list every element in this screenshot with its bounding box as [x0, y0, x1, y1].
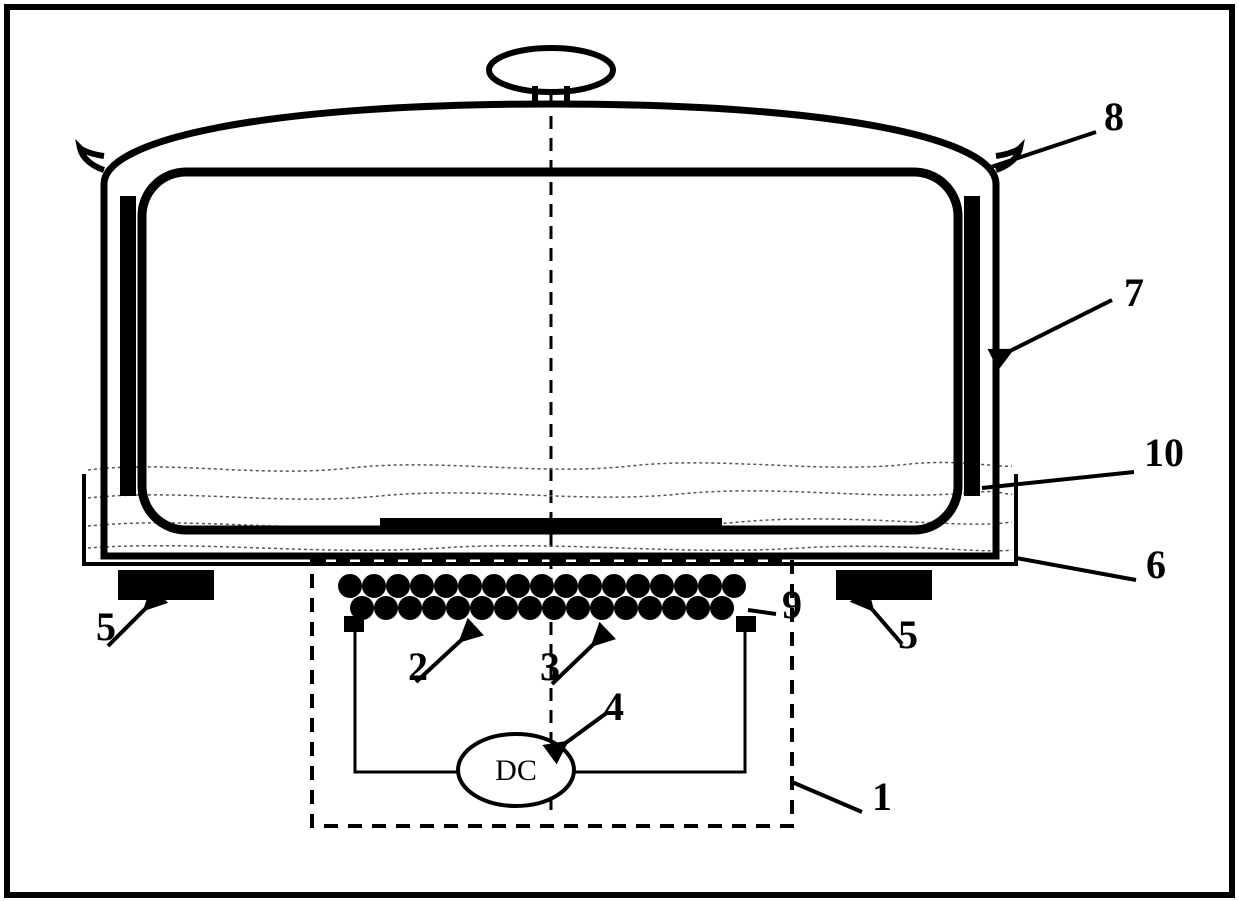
callout-label: 5	[96, 604, 116, 649]
coil-turn	[422, 596, 446, 620]
coil-terminal	[344, 616, 364, 632]
coil-turn	[710, 596, 734, 620]
coil-turn	[614, 596, 638, 620]
callout-leader	[556, 712, 608, 750]
callout-leader	[792, 782, 862, 812]
coil-turn	[590, 596, 614, 620]
foot	[118, 570, 214, 600]
coil-turn	[494, 596, 518, 620]
callout-label: 9	[782, 582, 802, 627]
coil-turn	[686, 596, 710, 620]
side-strip	[120, 196, 136, 496]
coil-turn	[530, 574, 554, 598]
coil-turn	[434, 574, 458, 598]
coil-turn	[398, 596, 422, 620]
coil-turn	[482, 574, 506, 598]
coil-turn	[554, 574, 578, 598]
side-strip	[964, 196, 980, 496]
coil-turn	[362, 574, 386, 598]
dc-label: DC	[495, 754, 537, 787]
coil-turn	[338, 574, 362, 598]
coil-turn	[470, 596, 494, 620]
coil-turn	[374, 596, 398, 620]
diagram-stage: DC 1 2 34 5 5 6 7 8 9 10	[0, 0, 1239, 901]
callout-leader	[748, 610, 776, 614]
callout-leader	[864, 600, 902, 644]
coil-turn	[410, 574, 434, 598]
coil-turn	[626, 574, 650, 598]
coil-turn	[674, 574, 698, 598]
callout-label: 7	[1124, 270, 1144, 315]
heating-plate	[380, 518, 722, 532]
lid-knob	[489, 48, 613, 92]
coil-terminal	[736, 616, 756, 632]
callout-label: 2	[408, 644, 428, 689]
water-wave	[88, 546, 1012, 551]
coil-turn	[518, 596, 542, 620]
outer-frame	[7, 7, 1232, 895]
coil-turn	[662, 596, 686, 620]
coil-turn	[602, 574, 626, 598]
callout-label: 10	[1144, 430, 1184, 475]
coil-turn	[458, 574, 482, 598]
callout-label: 3	[540, 644, 560, 689]
callout-leader	[1000, 300, 1112, 356]
coil-turn	[542, 596, 566, 620]
callout-leader	[982, 472, 1134, 488]
coil-turn	[578, 574, 602, 598]
coil-turn	[650, 574, 674, 598]
coil-turn	[638, 596, 662, 620]
coil-turn	[566, 596, 590, 620]
callout-label: 5	[898, 612, 918, 657]
lid-hook-left	[80, 148, 104, 170]
coil-turn	[722, 574, 746, 598]
foot	[836, 570, 932, 600]
callout-label: 4	[604, 684, 624, 729]
callout-label: 6	[1146, 542, 1166, 587]
callout-label: 1	[872, 774, 892, 819]
coil-turn	[506, 574, 530, 598]
callout-leader	[1016, 558, 1136, 580]
coil-turn	[446, 596, 470, 620]
coil-turn	[698, 574, 722, 598]
callout-label: 8	[1104, 94, 1124, 139]
wire	[355, 632, 458, 772]
coil-turn	[386, 574, 410, 598]
diagram-svg: DC 1 2 34 5 5 6 7 8 9 10	[0, 0, 1239, 901]
callout-leader	[988, 132, 1096, 168]
wire	[574, 632, 745, 772]
